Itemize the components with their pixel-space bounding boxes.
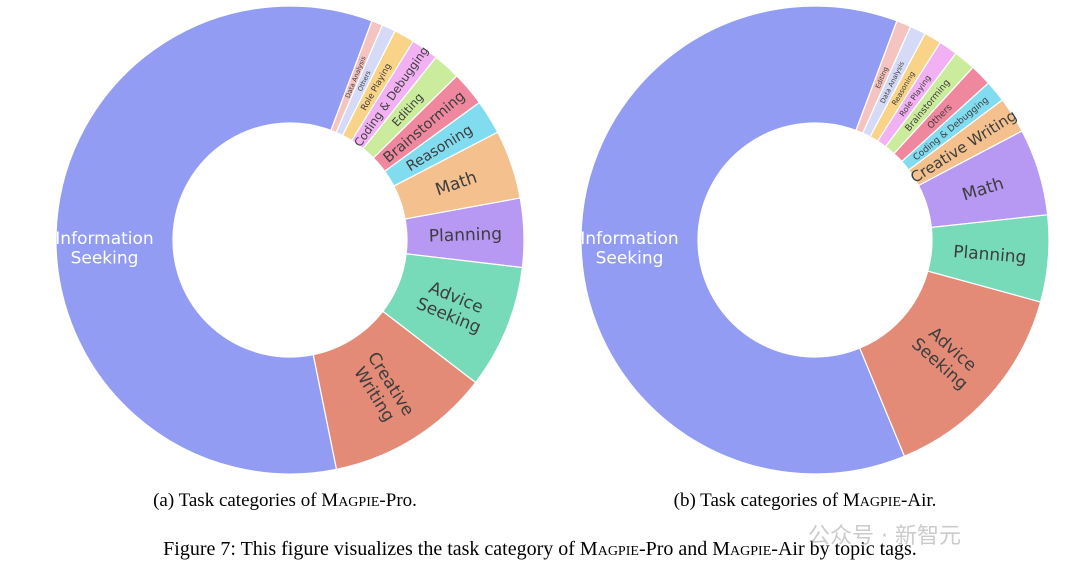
caption-b-prefix: (b) Task categories of M	[673, 490, 860, 511]
slice-editing	[855, 20, 912, 134]
watermark: 公众号 · 新智元	[808, 524, 961, 549]
caption-b-suffix: -Air.	[901, 490, 937, 511]
slice-information-seeking	[55, 5, 373, 475]
figure-caption-part-2: -Pro and M	[638, 538, 731, 560]
caption-b-smallcaps: AGPIE	[859, 495, 902, 510]
caption-a: (a) Task categories of MAGPIE-Pro.	[0, 490, 570, 512]
slice-data-analysis	[330, 20, 384, 134]
caption-b: (b) Task categories of MAGPIE-Air.	[525, 490, 1080, 512]
label-information-seeking: Information Seeking	[55, 229, 153, 269]
caption-a-smallcaps: AGPIE	[338, 495, 380, 510]
slice-information-seeking	[580, 5, 906, 475]
figure-caption-part-3: -Air by topic tags.	[771, 538, 917, 560]
figure-caption-smallcaps-1: AGPIE	[597, 544, 639, 559]
figure-caption-part-1: Figure 7: This figure visualizes the tas…	[163, 538, 598, 560]
label-planning: Planning	[429, 224, 503, 246]
slice-advice-seeking	[858, 270, 1042, 458]
donut-chart-magpie-air: Information SeekingAdviceSeekingPlanningM…	[580, 5, 1050, 475]
figure-caption: Figure 7: This figure visualizes the tas…	[0, 538, 1080, 561]
label-information-seeking: Information Seeking	[580, 229, 678, 269]
caption-a-suffix: -Pro.	[379, 490, 417, 511]
donut-chart-magpie-pro: Information SeekingCreativeWritingAdviceS…	[55, 5, 525, 475]
figure-caption-smallcaps-2: AGPIE	[730, 544, 772, 559]
caption-a-prefix: (a) Task categories of M	[153, 490, 339, 511]
